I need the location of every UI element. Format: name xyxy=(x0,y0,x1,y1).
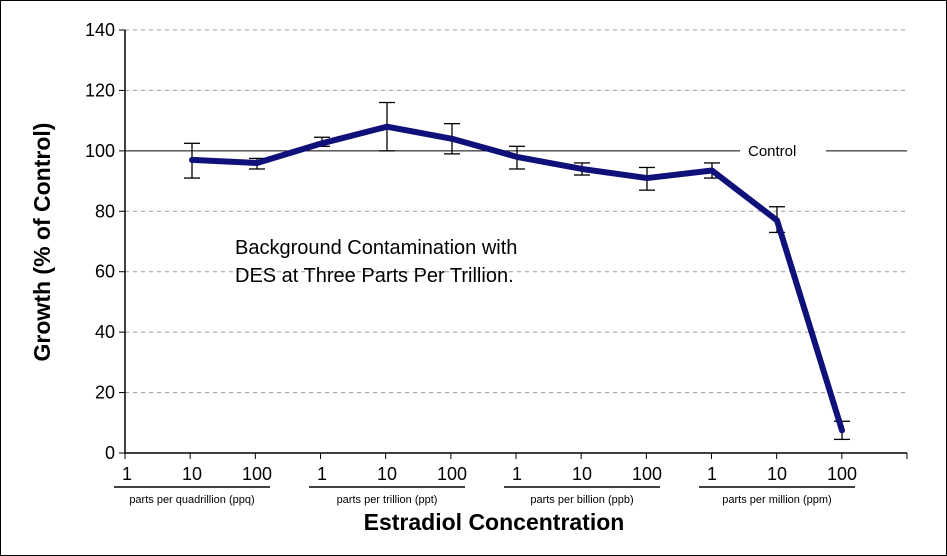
y-tick-label: 20 xyxy=(95,383,115,403)
x-tick-label: 1 xyxy=(122,464,132,484)
y-tick-label: 40 xyxy=(95,322,115,342)
y-tick-label: 100 xyxy=(85,141,115,161)
x-axis-title: Estradiol Concentration xyxy=(364,509,625,535)
x-tick-label: 100 xyxy=(827,464,857,484)
x-tick-label: 10 xyxy=(572,464,592,484)
group-label: parts per trillion (ppt) xyxy=(337,494,438,506)
x-tick-label: 1 xyxy=(707,464,717,484)
x-tick-label: 1 xyxy=(512,464,522,484)
x-tick-label: 10 xyxy=(377,464,397,484)
y-tick-label: 120 xyxy=(85,80,115,100)
series-line xyxy=(189,123,845,434)
x-tick-label: 10 xyxy=(182,464,202,484)
y-axis-title: Growth (% of Control) xyxy=(29,123,55,362)
group-label: parts per billion (ppb) xyxy=(530,494,633,506)
y-tick-label: 80 xyxy=(95,201,115,221)
annotation-text: Background Contamination with xyxy=(235,237,517,259)
y-tick-label: 140 xyxy=(85,20,115,40)
y-tick-label: 0 xyxy=(105,443,115,463)
annotation-text: DES at Three Parts Per Trillion. xyxy=(235,265,514,287)
x-tick-label: 10 xyxy=(767,464,787,484)
group-label: parts per million (ppm) xyxy=(722,494,831,506)
x-tick-label: 1 xyxy=(317,464,327,484)
control-label: Control xyxy=(748,143,796,160)
group-label: parts per quadrillion (ppq) xyxy=(129,494,254,506)
x-tick-label: 100 xyxy=(242,464,272,484)
x-tick-label: 100 xyxy=(632,464,662,484)
x-tick-label: 100 xyxy=(437,464,467,484)
y-tick-label: 60 xyxy=(95,262,115,282)
